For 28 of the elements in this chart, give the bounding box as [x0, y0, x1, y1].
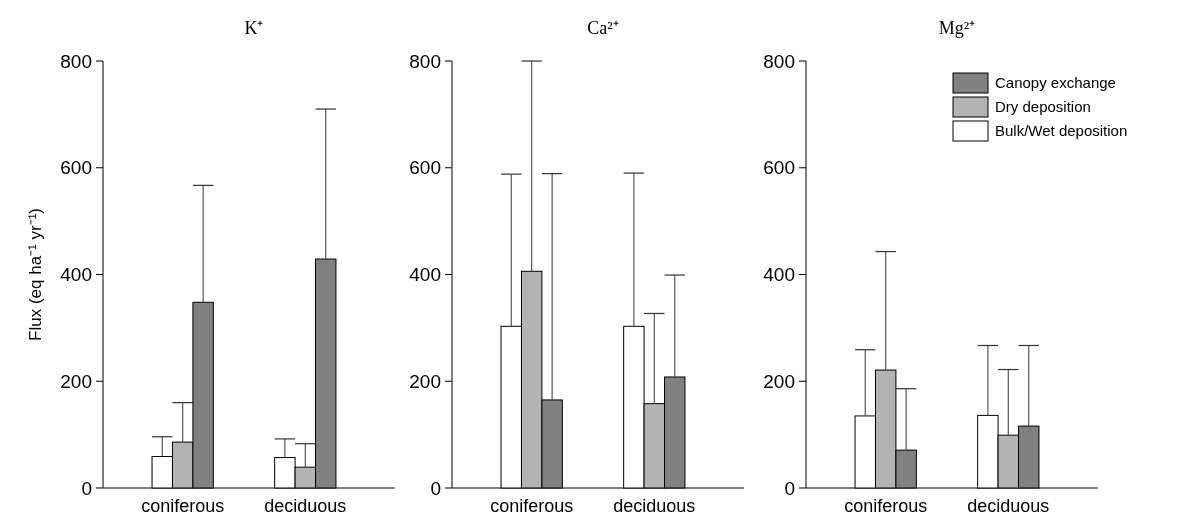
- y-tick-label: 600: [409, 157, 441, 179]
- chart-title: Ca²⁺: [587, 18, 619, 38]
- x-tick-label: coniferous: [141, 496, 225, 516]
- y-tick-label: 400: [409, 264, 441, 286]
- legend-label: Canopy exchange: [995, 74, 1116, 92]
- y-tick-label: 600: [763, 157, 795, 179]
- y-tick-label: 200: [409, 370, 441, 392]
- chart-title: K⁺: [244, 18, 264, 38]
- x-tick-label: coniferous: [844, 496, 928, 516]
- x-tick-label: deciduous: [613, 496, 696, 516]
- y-axis-title: Flux (eq ha⁻¹ yr⁻¹): [26, 208, 45, 341]
- y-tick-label: 800: [409, 50, 441, 72]
- x-tick-label: deciduous: [264, 496, 347, 516]
- legend-label: Bulk/Wet deposition: [995, 122, 1128, 140]
- y-tick-label: 800: [60, 50, 92, 72]
- y-tick-label: 0: [430, 477, 441, 499]
- y-tick-label: 400: [60, 264, 92, 286]
- x-tick-label: deciduous: [967, 496, 1050, 516]
- y-tick-label: 400: [763, 264, 795, 286]
- x-tick-label: coniferous: [490, 496, 574, 516]
- y-tick-label: 200: [60, 370, 92, 392]
- y-tick-label: 200: [763, 370, 795, 392]
- y-tick-label: 800: [763, 50, 795, 72]
- chart-title: Mg²⁺: [938, 18, 976, 38]
- y-tick-label: 0: [81, 477, 92, 499]
- legend-label: Dry deposition: [995, 98, 1091, 116]
- y-tick-label: 600: [60, 157, 92, 179]
- y-tick-label: 0: [784, 477, 795, 499]
